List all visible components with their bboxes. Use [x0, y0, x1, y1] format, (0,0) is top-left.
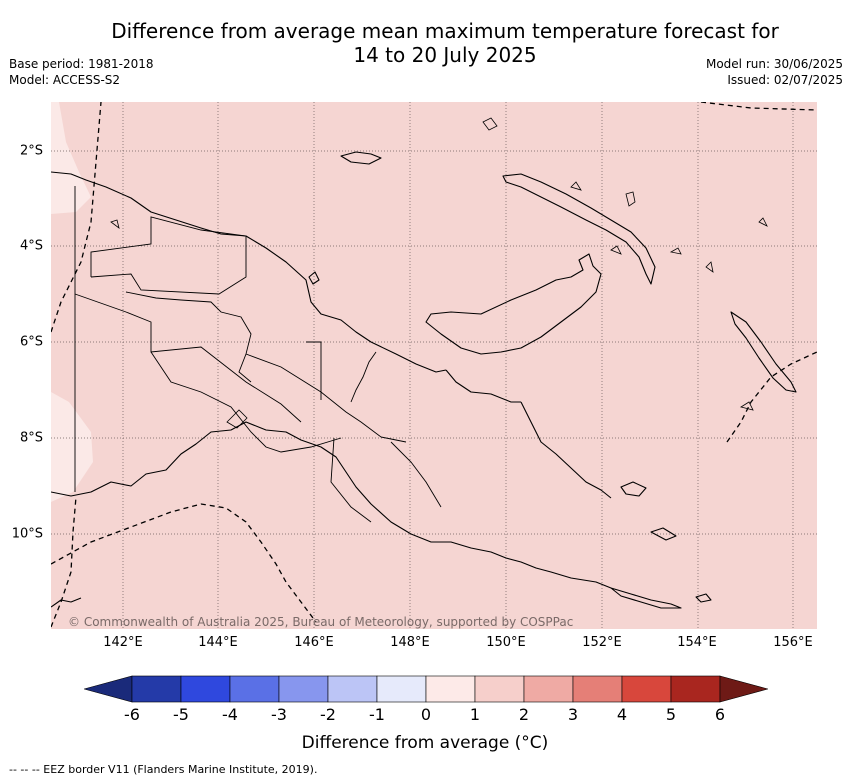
colorbar-tick: 6: [714, 705, 726, 724]
louisiade-tail: [610, 587, 682, 609]
colorbar-swatch: [376, 675, 427, 703]
colorbar-swatch: [278, 675, 329, 703]
small-islands: [110, 117, 768, 429]
colorbar-tick: 0: [420, 705, 432, 724]
huon-peninsula: [445, 369, 521, 403]
colorbar-swatch: [425, 675, 476, 703]
lat-label-10s: 10°S: [11, 526, 43, 542]
eez-note: -- -- -- EEZ border V11 (Flanders Marine…: [9, 763, 318, 776]
meta-left: Base period: 1981-2018 Model: ACCESS-S2: [9, 56, 154, 88]
colorbar-swatch: [572, 675, 623, 703]
map-copyright: © Commonwealth of Australia 2025, Bureau…: [68, 615, 573, 629]
colorbar-swatch: [327, 675, 378, 703]
colorbar-tick: 1: [469, 705, 481, 724]
woodlark-island: [695, 593, 712, 603]
chart-title: Difference from average mean maximum tem…: [80, 19, 810, 67]
colorbar-low-extend: [84, 675, 133, 703]
colorbar-tick: -1: [369, 705, 385, 724]
colorbar-tick: 5: [665, 705, 677, 724]
karkar-island: [308, 271, 320, 285]
manus-island: [340, 151, 382, 165]
colorbar-tick: 3: [567, 705, 579, 724]
colorbar-label: Difference from average (°C): [301, 733, 549, 753]
title-line-2: 14 to 20 July 2025: [353, 43, 537, 67]
province-borders: [74, 186, 442, 523]
papuan-peninsula-north: [520, 401, 612, 499]
coastlines: [51, 151, 797, 609]
colorbar-tick: -3: [271, 705, 287, 724]
light-patch-west: [51, 392, 93, 502]
colorbar-tick: -2: [320, 705, 336, 724]
title-line-1: Difference from average mean maximum tem…: [111, 19, 779, 43]
base-period: Base period: 1981-2018: [9, 57, 154, 71]
meta-right: Model run: 30/06/2025 Issued: 02/07/2025: [706, 56, 843, 88]
rossel-island: [650, 527, 677, 541]
new-guinea-north-coast: [51, 171, 447, 373]
colorbar-swatch: [474, 675, 525, 703]
lon-label-146e: 146°E: [294, 635, 334, 650]
lat-label-6s: 6°S: [19, 334, 43, 350]
colorbar-swatch: [621, 675, 672, 703]
new-ireland: [502, 173, 656, 285]
colorbar-tick: -6: [124, 705, 140, 724]
colorbar: [84, 675, 768, 703]
lon-label-142e: 142°E: [103, 635, 143, 650]
colorbar-swatch: [670, 675, 721, 703]
lon-label-148e: 148°E: [390, 635, 430, 650]
lon-label-156e: 156°E: [773, 635, 813, 650]
colorbar-tick: 4: [616, 705, 628, 724]
model-name: Model: ACCESS-S2: [9, 73, 121, 87]
colorbar-swatch: [523, 675, 574, 703]
lat-label-4s: 4°S: [19, 238, 43, 254]
colorbar-tick: 2: [518, 705, 530, 724]
lon-label-154e: 154°E: [677, 635, 717, 650]
light-patch-northwest: [51, 102, 91, 214]
lat-label-8s: 8°S: [19, 430, 43, 446]
eez-boundaries: [51, 102, 817, 628]
new-britain: [425, 253, 602, 355]
issued-date: Issued: 02/07/2025: [727, 73, 843, 87]
colorbar-swatch: [131, 675, 182, 703]
colorbar-swatches: [131, 675, 721, 703]
map-panel: © Commonwealth of Australia 2025, Bureau…: [51, 102, 817, 629]
model-run: Model run: 30/06/2025: [705, 57, 843, 71]
graticule: [51, 102, 817, 629]
lon-label-144e: 144°E: [198, 635, 238, 650]
colorbar-swatch: [229, 675, 280, 703]
bougainville: [730, 311, 797, 393]
lon-label-150e: 150°E: [486, 635, 526, 650]
lat-label-2s: 2°S: [19, 143, 43, 159]
map-background: [51, 102, 817, 629]
goodenough-islands: [620, 481, 647, 497]
colorbar-swatch: [180, 675, 231, 703]
colorbar-high-extend: [719, 675, 768, 703]
colorbar-tick: -4: [222, 705, 238, 724]
colorbar-tick: -5: [173, 705, 189, 724]
lower-northwest-coast: [51, 597, 82, 608]
lon-label-152e: 152°E: [582, 635, 622, 650]
new-guinea-south-coast: [51, 421, 612, 589]
